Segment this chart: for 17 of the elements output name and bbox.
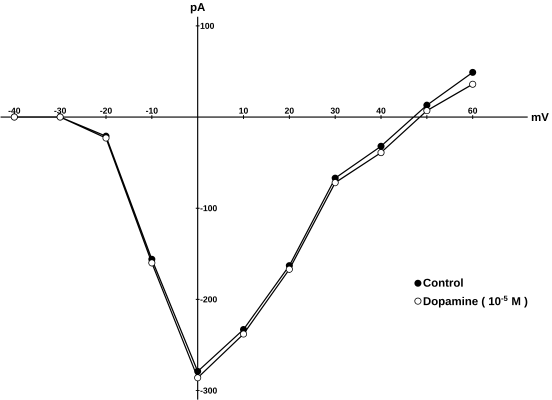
y-axis-title: pA	[190, 3, 205, 14]
x-tick-label: -30	[54, 107, 66, 114]
x-tick-label: 20	[284, 107, 294, 114]
x-tick-label: 40	[376, 107, 386, 114]
y-tick-label: -100	[200, 205, 217, 212]
x-tick-label: 10	[239, 107, 248, 114]
legend-label: Dopamine ( 10$^{-5}$ M )	[424, 296, 528, 308]
x-axis-title: mV	[532, 112, 549, 121]
legend-label: Control	[423, 278, 463, 287]
x-tick-label: -20	[100, 107, 112, 114]
x-tick-label: -40	[8, 107, 20, 114]
y-tick-label: -300	[200, 387, 217, 394]
y-tick-label: -200	[200, 296, 217, 302]
y-tick-label: 100	[200, 22, 214, 29]
x-tick-label: 30	[330, 107, 340, 114]
x-tick-label: 60	[468, 107, 478, 114]
x-tick-label: -10	[146, 107, 158, 114]
